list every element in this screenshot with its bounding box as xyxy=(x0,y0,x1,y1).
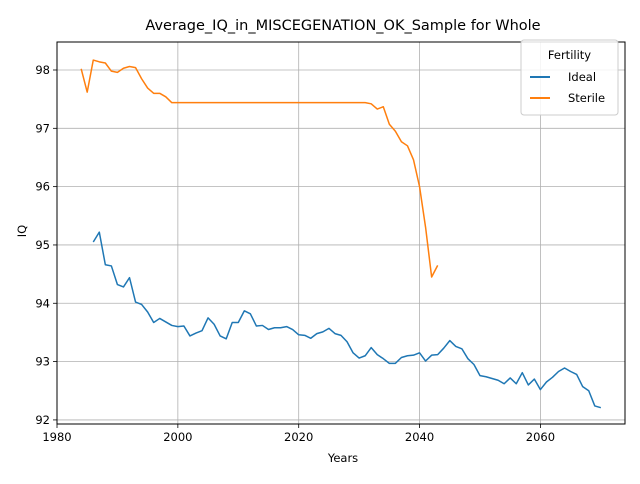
y-tick-label: 96 xyxy=(35,180,50,194)
y-axis-label: IQ xyxy=(15,225,29,237)
grid-lines xyxy=(56,42,625,424)
y-tick-label: 93 xyxy=(35,355,50,369)
x-axis-label: Years xyxy=(327,451,358,465)
legend: Fertility Ideal Sterile xyxy=(520,39,619,116)
y-tick-label: 98 xyxy=(35,63,50,77)
y-tick-label: 95 xyxy=(35,238,50,252)
x-tick-label: 2060 xyxy=(526,430,555,444)
x-axis-ticks: 1980 2000 2020 2040 2060 xyxy=(42,424,555,444)
legend-label-sterile: Sterile xyxy=(568,91,605,105)
y-tick-label: 97 xyxy=(35,121,50,135)
series-layer xyxy=(80,59,602,409)
y-axis-ticks: 92 93 94 95 96 97 98 xyxy=(35,63,57,427)
legend-box xyxy=(520,39,619,116)
legend-title: Fertility xyxy=(548,48,591,62)
legend-label-ideal: Ideal xyxy=(568,70,596,84)
y-tick-label: 94 xyxy=(35,296,50,310)
x-tick-label: 2020 xyxy=(284,430,313,444)
x-tick-label: 2040 xyxy=(405,430,434,444)
x-tick-label: 2000 xyxy=(163,430,192,444)
plot-frame xyxy=(56,41,626,425)
y-tick-label: 92 xyxy=(35,413,50,427)
series-line-sterile xyxy=(80,59,439,278)
x-tick-label: 1980 xyxy=(42,430,71,444)
series-line-ideal xyxy=(92,231,602,409)
chart-title: Average_IQ_in_MISCEGENATION_OK_Sample fo… xyxy=(145,18,540,34)
